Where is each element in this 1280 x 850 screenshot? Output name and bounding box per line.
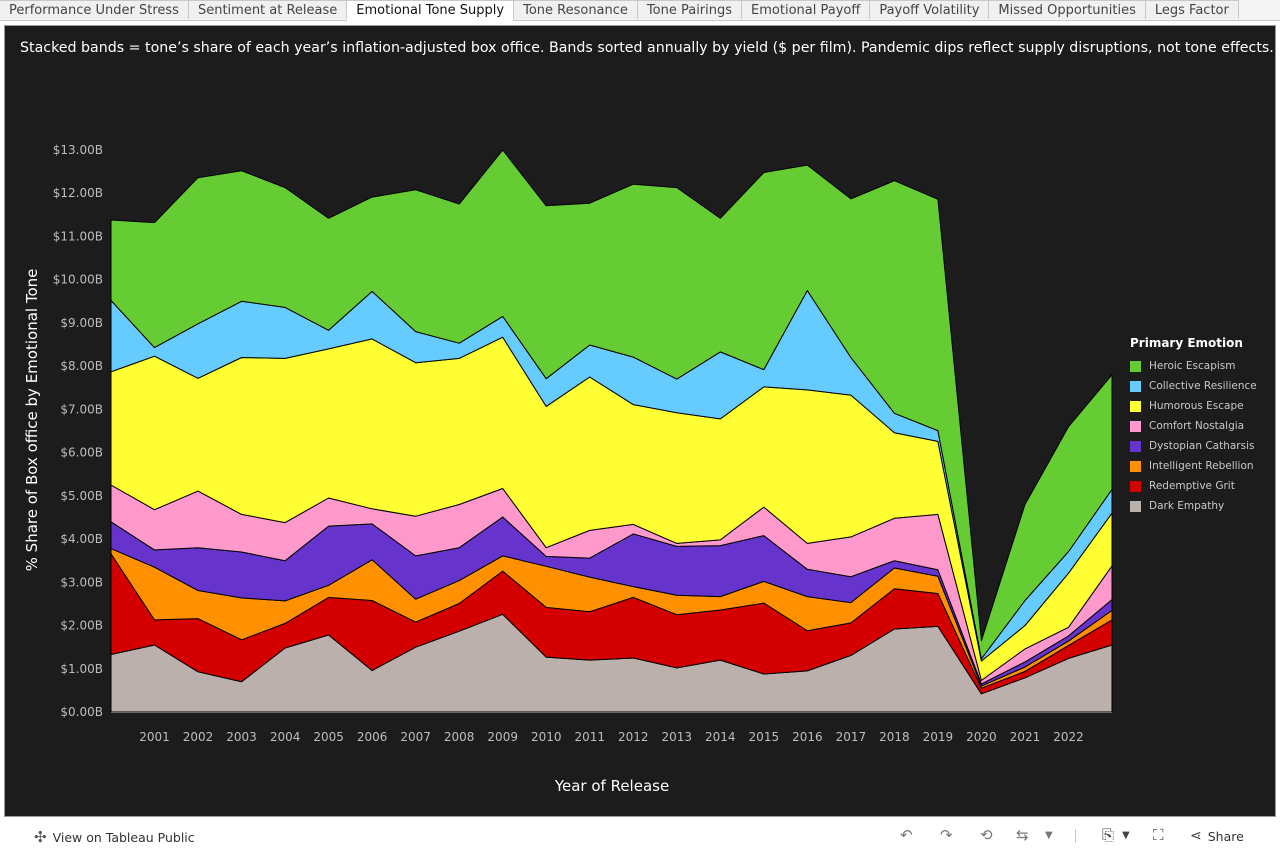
download-menu-chevron-icon[interactable]: ▼ [1122, 830, 1130, 841]
x-tick-label: 2006 [357, 730, 388, 744]
legend-swatch [1130, 460, 1141, 472]
fullscreen-icon[interactable]: ⛶ [1153, 826, 1164, 844]
legend-label: Dystopian Catharsis [1149, 440, 1255, 452]
legend-swatch [1130, 500, 1141, 512]
footer-toolbar: ✣ View on Tableau Public ↶ ↷ ⟲ ⇆ ▼ ⎘ ▼ ⛶… [0, 820, 1280, 850]
legend-label: Heroic Escapism [1149, 360, 1236, 372]
legend-item-humorous-escape[interactable]: Humorous Escape [1130, 396, 1270, 416]
view-on-tableau-label: View on Tableau Public [52, 829, 195, 845]
toolbar-separator [1075, 829, 1076, 843]
tab-emotional-tone-supply[interactable]: Emotional Tone Supply [347, 0, 515, 21]
legend-label: Collective Resilience [1149, 380, 1257, 392]
chart-caption: Stacked bands = tone’s share of each yea… [20, 40, 1274, 56]
share-icon: ⋖ [1190, 828, 1202, 844]
y-tick-label: $9.00B [60, 316, 103, 330]
x-tick-label: 2004 [270, 730, 301, 744]
tab-tone-pairings[interactable]: Tone Pairings [637, 0, 743, 19]
tab-legs-factor[interactable]: Legs Factor [1145, 0, 1239, 19]
legend-swatch [1130, 480, 1141, 492]
tab-performance-under-stress[interactable]: Performance Under Stress [0, 0, 189, 19]
x-tick-label: 2022 [1053, 730, 1084, 744]
legend-item-heroic-escapism[interactable]: Heroic Escapism [1130, 356, 1270, 376]
band-heroic-escapism[interactable] [110, 149, 1113, 660]
y-tick-label: $2.00B [60, 619, 103, 633]
x-tick-label: 2014 [705, 730, 736, 744]
legend-label: Humorous Escape [1149, 400, 1244, 412]
refresh-icon[interactable]: ⇆ [1016, 826, 1029, 844]
x-tick-label: 2008 [444, 730, 475, 744]
x-tick-label: 2009 [487, 730, 518, 744]
tab-strip: Performance Under Stress Sentiment at Rel… [0, 0, 1280, 21]
tab-payoff-volatility[interactable]: Payoff Volatility [870, 0, 990, 19]
x-tick-label: 2015 [749, 730, 780, 744]
x-tick-label: 2005 [313, 730, 344, 744]
x-tick-label: 2016 [792, 730, 823, 744]
x-tick-label: 2020 [966, 730, 997, 744]
y-tick-label: $1.00B [60, 662, 103, 676]
x-tick-label: 2012 [618, 730, 649, 744]
x-tick-label: 2017 [836, 730, 867, 744]
x-tick-label: 2018 [879, 730, 910, 744]
legend-item-dark-empathy[interactable]: Dark Empathy [1130, 496, 1270, 516]
view-on-tableau-link[interactable]: ✣ View on Tableau Public [34, 828, 195, 846]
revert-icon[interactable]: ⟲ [980, 826, 993, 844]
refresh-menu-chevron-icon[interactable]: ▼ [1045, 830, 1053, 841]
legend-swatch [1130, 420, 1141, 432]
legend-item-comfort-nostalgia[interactable]: Comfort Nostalgia [1130, 416, 1270, 436]
legend-item-redemptive-grit[interactable]: Redemptive Grit [1130, 476, 1270, 496]
redo-icon[interactable]: ↷ [940, 826, 953, 844]
area-bands [110, 149, 1113, 713]
x-tick-label: 2003 [226, 730, 257, 744]
y-tick-label: $7.00B [60, 402, 103, 416]
y-axis-title: % Share of Box office by Emotional Tone [23, 269, 41, 572]
legend-item-collective-resilience[interactable]: Collective Resilience [1130, 376, 1270, 396]
y-tick-label: $4.00B [60, 532, 103, 546]
x-tick-label: 2011 [574, 730, 605, 744]
y-tick-label: $6.00B [60, 446, 103, 460]
legend-label: Intelligent Rebellion [1149, 460, 1254, 472]
legend-label: Dark Empathy [1149, 500, 1225, 512]
y-tick-label: $5.00B [60, 489, 103, 503]
x-tick-label: 2002 [183, 730, 214, 744]
legend-swatch [1130, 360, 1141, 372]
tab-tone-resonance[interactable]: Tone Resonance [514, 0, 638, 19]
legend-title: Primary Emotion [1130, 336, 1243, 350]
y-tick-label: $8.00B [60, 359, 103, 373]
legend-item-dystopian-catharsis[interactable]: Dystopian Catharsis [1130, 436, 1270, 456]
tableau-logo-icon: ✣ [34, 828, 47, 846]
tab-emotional-payoff[interactable]: Emotional Payoff [742, 0, 871, 19]
stacked-area-chart: $0.00B $1.00B $2.00B $3.00B $4.00B $5.00B $6.0… [23, 143, 1113, 795]
y-tick-label: $3.00B [60, 575, 103, 589]
share-button[interactable]: ⋖ Share [1190, 828, 1244, 844]
x-tick-label: 2019 [923, 730, 954, 744]
tab-sentiment-at-release[interactable]: Sentiment at Release [188, 0, 348, 19]
download-icon[interactable]: ⎘ [1102, 826, 1115, 844]
legend-label: Redemptive Grit [1149, 480, 1235, 492]
x-tick-label: 2001 [139, 730, 170, 744]
y-tick-label: $11.00B [53, 229, 103, 243]
legend-label: Comfort Nostalgia [1149, 420, 1245, 432]
y-tick-label: $0.00B [60, 705, 103, 719]
share-label: Share [1207, 828, 1244, 844]
legend-swatch [1130, 440, 1141, 452]
y-tick-label: $12.00B [53, 186, 103, 200]
y-tick-label: $13.00B [53, 143, 103, 157]
undo-icon[interactable]: ↶ [900, 826, 913, 844]
legend-swatch [1130, 400, 1141, 412]
x-axis-title: Year of Release [554, 777, 669, 795]
x-tick-label: 2021 [1010, 730, 1041, 744]
tab-missed-opportunities[interactable]: Missed Opportunities [989, 0, 1146, 19]
legend: Primary Emotion Heroic Escapism Collectiv… [1130, 336, 1270, 516]
y-tick-label: $10.00B [53, 273, 103, 287]
x-tick-label: 2007 [400, 730, 431, 744]
legend-item-intelligent-rebellion[interactable]: Intelligent Rebellion [1130, 456, 1270, 476]
x-tick-label: 2013 [662, 730, 693, 744]
legend-swatch [1130, 380, 1141, 392]
x-tick-label: 2010 [531, 730, 562, 744]
